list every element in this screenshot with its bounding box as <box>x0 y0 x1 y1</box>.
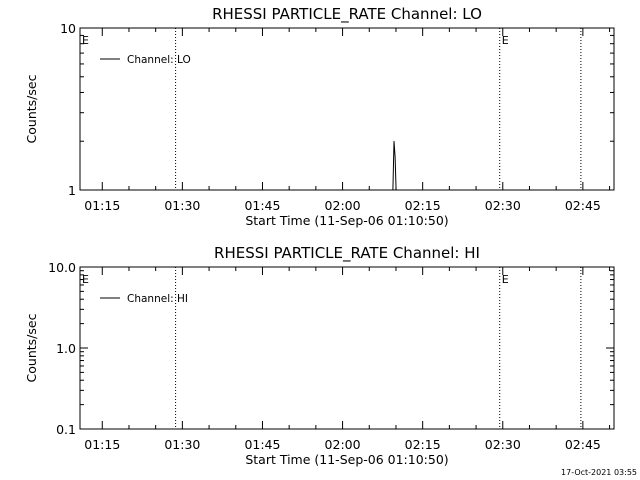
plot-frame <box>79 27 615 191</box>
plot-frame <box>79 266 615 430</box>
x-tick-label: 01:15 <box>84 437 120 452</box>
data-point <box>393 140 395 142</box>
legend-label: Channel: LO <box>127 54 191 66</box>
x-tick-label: 01:30 <box>164 198 200 213</box>
y-tick-label: 1.0 <box>56 341 76 356</box>
chart-title: RHESSI PARTICLE_RATE Channel: HI <box>214 244 480 263</box>
y-tick-label: 0.1 <box>56 422 76 437</box>
data-point <box>395 189 397 191</box>
x-axis-label: Start Time (11-Sep-06 01:10:50) <box>245 452 448 467</box>
event-marker-label: E <box>502 273 509 286</box>
event-marker-label: E <box>82 34 89 47</box>
y-tick-label: 10 <box>60 21 76 36</box>
x-tick-label: 01:15 <box>84 198 120 213</box>
x-tick-label: 02:45 <box>565 437 601 452</box>
footer-timestamp: 17-Oct-2021 03:55 <box>561 468 637 477</box>
chart-panel-2: RHESSI PARTICLE_RATE Channel: HI Counts/s… <box>24 244 615 467</box>
chart-title: RHESSI PARTICLE_RATE Channel: LO <box>212 5 482 24</box>
data-series-line <box>392 141 398 191</box>
x-tick-label: 02:15 <box>405 198 441 213</box>
data-point <box>394 156 396 158</box>
x-tick-label: 01:30 <box>164 437 200 452</box>
x-tick-label: 01:45 <box>244 437 280 452</box>
x-tick-label: 02:15 <box>405 437 441 452</box>
legend-label: Channel: HI <box>127 293 188 305</box>
x-axis-label: Start Time (11-Sep-06 01:10:50) <box>245 213 448 228</box>
data-point <box>392 189 394 191</box>
data-point <box>396 189 398 191</box>
x-tick-label: 02:00 <box>325 198 361 213</box>
y-tick-label: 1 <box>68 183 76 198</box>
y-axis-label: Counts/sec <box>24 313 39 382</box>
chart-panel-1: RHESSI PARTICLE_RATE Channel: LO Counts/s… <box>24 5 615 228</box>
x-tick-label: 02:00 <box>325 437 361 452</box>
x-tick-label: 02:30 <box>485 437 521 452</box>
event-marker-label: E <box>502 34 509 47</box>
y-tick-label: 10.0 <box>48 260 76 275</box>
x-tick-label: 02:45 <box>565 198 601 213</box>
x-tick-label: 02:30 <box>485 198 521 213</box>
event-marker-label: E <box>82 273 89 286</box>
y-axis-label: Counts/sec <box>24 74 39 143</box>
x-tick-label: 01:45 <box>244 198 280 213</box>
